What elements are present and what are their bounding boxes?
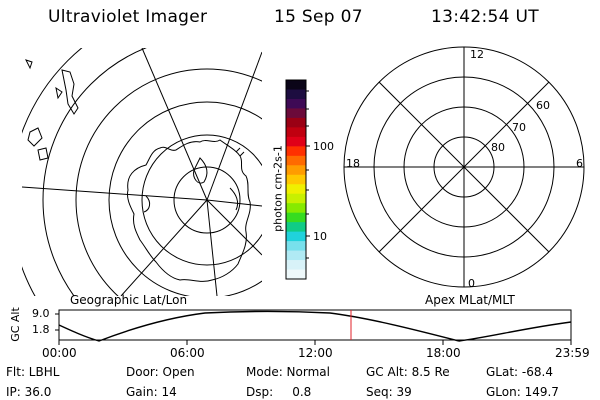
mlt-label-12: 12 bbox=[470, 48, 484, 61]
colorbar-segment bbox=[286, 89, 306, 100]
colorbar-segment bbox=[286, 127, 306, 138]
colorbar-segment bbox=[286, 269, 306, 280]
island-outline bbox=[37, 147, 49, 161]
island-outline bbox=[25, 59, 33, 70]
mlt-label-18: 18 bbox=[346, 157, 360, 170]
colorbar-segment bbox=[286, 250, 306, 261]
status-gain: Gain: 14 bbox=[126, 385, 177, 399]
timeline-xtick: 18:00 bbox=[426, 346, 461, 360]
mlat-label-60: 60 bbox=[536, 99, 550, 112]
colorbar-segment bbox=[286, 174, 306, 185]
colorbar-segment bbox=[286, 165, 306, 176]
colorbar-segment bbox=[286, 136, 306, 147]
apex-caption: Apex MLat/MLT bbox=[425, 293, 515, 307]
mlt-label-6: 6 bbox=[576, 157, 583, 170]
colorbar-segment bbox=[286, 117, 306, 128]
coast-detail bbox=[229, 187, 239, 211]
status-glon: GLon: 149.7 bbox=[486, 385, 559, 399]
lat-circle bbox=[141, 134, 262, 266]
date-label: 15 Sep 07 bbox=[274, 7, 363, 27]
colorbar-segment bbox=[286, 184, 306, 195]
coast-detail bbox=[143, 195, 151, 213]
status-glat: GLat: -68.4 bbox=[486, 365, 553, 379]
status-ip: IP: 36.0 bbox=[6, 385, 52, 399]
lon-line bbox=[22, 186, 208, 201]
colorbar-segment bbox=[286, 155, 306, 166]
colorbar-tick-100: 100 bbox=[313, 140, 334, 153]
lon-line bbox=[120, 199, 208, 296]
status-dsp: Dsp: 0.8 bbox=[246, 385, 312, 399]
colorbar-tick-10: 10 bbox=[313, 230, 327, 243]
colorbar-segment bbox=[286, 203, 306, 214]
colorbar-segment bbox=[286, 98, 306, 110]
lon-line bbox=[206, 199, 262, 207]
lon-line bbox=[141, 48, 208, 201]
landmass-outline bbox=[27, 127, 43, 147]
geographic-caption: Geographic Lat/Lon bbox=[70, 293, 188, 307]
lon-line bbox=[206, 51, 262, 201]
lat-circle bbox=[173, 166, 241, 234]
timeline-ytick-1.8: 1.8 bbox=[32, 323, 50, 336]
status-door: Door: Open bbox=[126, 365, 195, 379]
lon-line bbox=[206, 199, 262, 256]
colorbar-segment bbox=[286, 231, 306, 242]
timeline-ytick-9: 9.0 bbox=[32, 307, 50, 320]
colorbar-segment bbox=[286, 241, 306, 252]
mlt-label-0: 0 bbox=[468, 277, 475, 290]
app-title: Ultraviolet Imager bbox=[48, 7, 208, 27]
timeline-axis-label: GC Alt bbox=[8, 307, 22, 342]
mlt-line-diag bbox=[378, 81, 550, 253]
colorbar-segment bbox=[286, 80, 306, 91]
timeline-xtick: 12:00 bbox=[298, 346, 333, 360]
timeline-xtick: 23:59 bbox=[555, 346, 590, 360]
status-filter: Flt: LBHL bbox=[6, 365, 60, 379]
ice-shelf-outline bbox=[193, 157, 208, 184]
colorbar-segment bbox=[286, 222, 306, 233]
lat-circle bbox=[75, 68, 262, 296]
antarctica-coastline bbox=[127, 139, 251, 282]
lat-circle bbox=[108, 101, 262, 296]
mlat-label-70: 70 bbox=[512, 121, 526, 134]
timeline-xtick: 00:00 bbox=[42, 346, 77, 360]
lat-circle bbox=[42, 48, 147, 296]
colorbar-segment bbox=[286, 108, 306, 119]
timeline-xtick: 06:00 bbox=[170, 346, 205, 360]
lon-line bbox=[206, 199, 218, 296]
altitude-curve bbox=[58, 310, 572, 342]
status-mode: Mode: Normal bbox=[246, 365, 330, 379]
colorbar-segment bbox=[286, 146, 306, 157]
colorbar-segment bbox=[286, 260, 306, 271]
colorbar-segment bbox=[286, 193, 306, 204]
colorbar-segment bbox=[286, 212, 306, 223]
island-outline bbox=[55, 86, 63, 100]
landmass-outline bbox=[61, 69, 79, 115]
time-label: 13:42:54 UT bbox=[431, 7, 539, 27]
status-seq: Seq: 39 bbox=[366, 385, 412, 399]
status-gc-alt: GC Alt: 8.5 Re bbox=[366, 365, 450, 379]
mlat-label-80: 80 bbox=[491, 141, 505, 154]
